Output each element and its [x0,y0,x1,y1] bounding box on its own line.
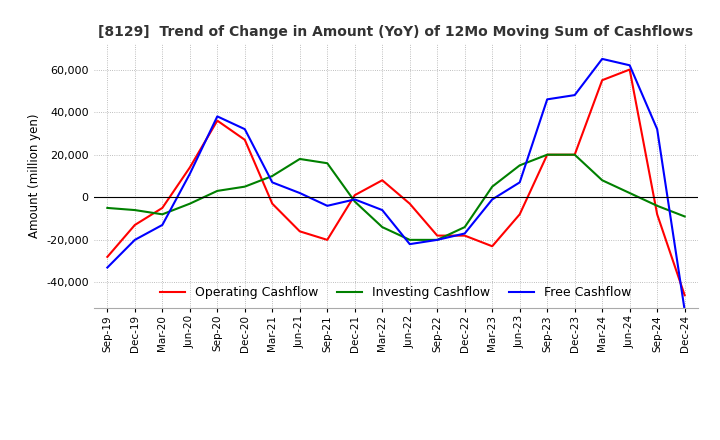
Free Cashflow [323,203,332,209]
Operating Cashflow [570,152,579,158]
Investing Cashflow [268,173,276,179]
Investing Cashflow [488,184,497,189]
Operating Cashflow [516,212,524,217]
Free Cashflow [626,62,634,68]
Free Cashflow [598,56,606,62]
Investing Cashflow [158,212,166,217]
Free Cashflow [543,97,552,102]
Operating Cashflow [543,152,552,158]
Investing Cashflow [460,224,469,230]
Investing Cashflow [680,214,689,219]
Operating Cashflow [240,137,249,143]
Investing Cashflow [653,203,662,209]
Investing Cashflow [570,152,579,158]
Investing Cashflow [433,237,441,242]
Investing Cashflow [378,224,387,230]
Operating Cashflow [351,193,359,198]
Operating Cashflow [433,233,441,238]
Free Cashflow [130,237,139,242]
Investing Cashflow [295,156,304,161]
Free Cashflow [186,171,194,176]
Investing Cashflow [130,207,139,213]
Operating Cashflow [653,212,662,217]
Free Cashflow [103,265,112,270]
Operating Cashflow [268,201,276,206]
Operating Cashflow [103,254,112,260]
Operating Cashflow [158,205,166,211]
Free Cashflow [268,180,276,185]
Operating Cashflow [130,222,139,227]
Operating Cashflow [488,244,497,249]
Investing Cashflow [323,161,332,166]
Line: Free Cashflow: Free Cashflow [107,59,685,310]
Operating Cashflow [186,165,194,170]
Operating Cashflow [378,178,387,183]
Operating Cashflow [460,233,469,238]
Title: [8129]  Trend of Change in Amount (YoY) of 12Mo Moving Sum of Cashflows: [8129] Trend of Change in Amount (YoY) o… [99,25,693,39]
Operating Cashflow [213,118,222,123]
Free Cashflow [433,237,441,242]
Investing Cashflow [103,205,112,211]
Free Cashflow [351,197,359,202]
Investing Cashflow [626,191,634,196]
Investing Cashflow [213,188,222,194]
Free Cashflow [295,191,304,196]
Free Cashflow [378,207,387,213]
Investing Cashflow [405,237,414,242]
Free Cashflow [653,127,662,132]
Investing Cashflow [598,178,606,183]
Free Cashflow [460,231,469,236]
Operating Cashflow [626,67,634,72]
Operating Cashflow [295,229,304,234]
Investing Cashflow [351,199,359,204]
Free Cashflow [405,242,414,247]
Operating Cashflow [680,293,689,298]
Operating Cashflow [323,237,332,242]
Line: Operating Cashflow: Operating Cashflow [107,70,685,295]
Line: Investing Cashflow: Investing Cashflow [107,155,685,240]
Investing Cashflow [516,163,524,168]
Free Cashflow [680,308,689,313]
Investing Cashflow [543,152,552,158]
Y-axis label: Amount (million yen): Amount (million yen) [27,114,40,238]
Investing Cashflow [240,184,249,189]
Free Cashflow [570,92,579,98]
Free Cashflow [516,180,524,185]
Investing Cashflow [186,201,194,206]
Operating Cashflow [598,77,606,83]
Legend: Operating Cashflow, Investing Cashflow, Free Cashflow: Operating Cashflow, Investing Cashflow, … [156,282,636,304]
Free Cashflow [240,127,249,132]
Free Cashflow [158,222,166,227]
Operating Cashflow [405,201,414,206]
Free Cashflow [213,114,222,119]
Free Cashflow [488,197,497,202]
